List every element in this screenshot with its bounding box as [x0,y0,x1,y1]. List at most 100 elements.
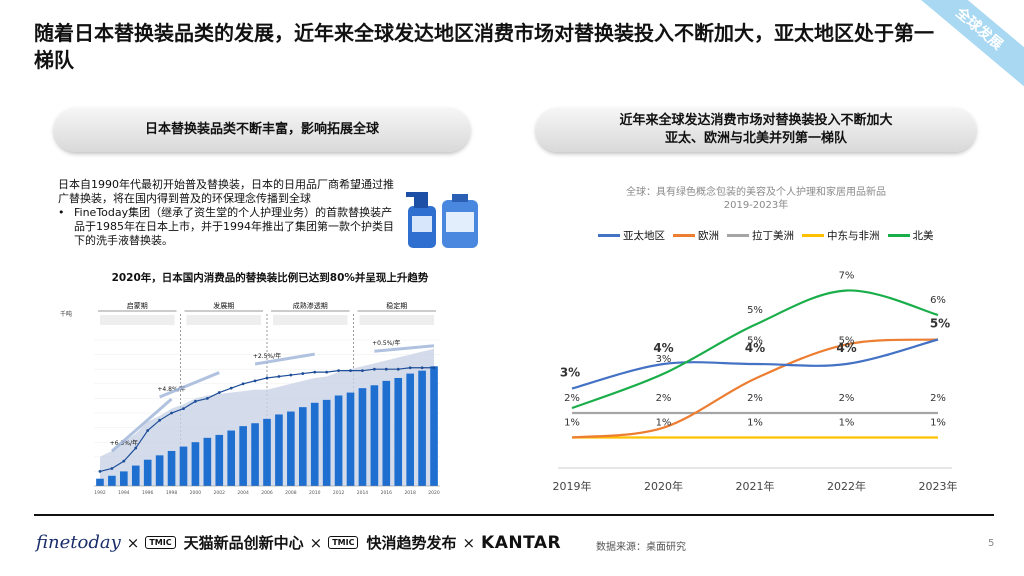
data-label: 2% [930,393,946,404]
data-label: 5% [930,317,950,331]
right-subtitle-line1: 全球：具有绿色概念包装的美容及个人护理和家居用品新品 [626,187,886,198]
data-label: 4% [836,341,856,355]
legend-item: 亚太地区 [598,228,665,243]
refill-ratio-point [122,459,126,463]
refill-bar [227,430,236,486]
refill-ratio-point [384,367,388,371]
data-label: 2% [656,393,672,404]
refill-bar [418,370,426,486]
legend-label: 中东与非洲 [827,230,880,242]
corner-tag: 全球发展 [914,0,1024,90]
left-x-tick-label: 2010 [309,490,321,496]
refill-ratio-point [349,369,352,373]
left-x-tick-label: 2002 [214,490,226,496]
footer-divider [34,514,994,516]
legend-label: 亚太地区 [623,230,665,242]
refill-ratio-point [229,386,233,390]
refill-bottles-image [406,192,478,248]
refill-bar [179,446,188,486]
data-label: 5% [747,336,763,347]
data-label: 4% [653,341,673,355]
growth-arrow [254,352,315,366]
data-label: 3% [656,354,672,365]
right-chart-subtitle: 全球：具有绿色概念包装的美容及个人护理和家居用品新品 2019-2023年 [556,186,956,212]
refill-bar [406,373,414,486]
phase-label: 启蒙期 [127,301,148,310]
right-x-tick-label: 2019年 [553,479,592,493]
right-chart-legend: 亚太地区 欧洲 拉丁美洲 中东与非洲 北美 [598,228,934,243]
left-x-tick-label: 2014 [357,490,369,496]
footer-logos: finetoday × TMIC 天猫新品创新中心 × TMIC 快消趋势发布 … [36,532,561,553]
refill-bar [191,442,200,486]
legend-swatch [727,234,749,237]
left-x-tick-label: 2018 [404,490,416,496]
refill-bar [334,395,343,486]
growth-arrow [110,397,173,453]
refill-ratio-point [337,369,340,373]
refill-ratio-point [408,366,412,370]
series-line [571,338,939,439]
refill-ratio-point [253,379,257,383]
refill-bar [275,414,283,486]
legend-swatch [598,234,620,237]
data-label: 2% [564,393,580,404]
data-source: 数据来源：桌面研究 [596,542,686,553]
times-sign: × [462,533,476,552]
left-x-tick-label: 2016 [381,490,393,496]
refill-bar [167,450,176,486]
right-x-tick-label: 2020年 [644,479,683,493]
data-label: 5% [747,305,763,316]
refill-ratio-point [134,446,138,450]
refill-bar [310,402,319,486]
left-x-tick-label: 1998 [166,490,178,496]
legend-swatch [802,234,824,237]
left-y-axis-label: 千吨 [60,310,72,318]
legend-label: 拉丁美洲 [752,230,794,242]
data-label: 5% [839,336,855,347]
data-label: 6% [930,295,946,306]
refill-ratio-point [432,366,436,370]
refill-ratio-point [277,375,281,378]
refill-bar [131,465,140,486]
left-x-tick-label: 2000 [190,490,202,496]
intro-paragraph: 日本自1990年代最初开始普及替换装，日本的日用品厂商希望通过推广替换装，将在国… [58,178,394,205]
left-x-tick-label: 2012 [333,490,345,496]
refill-ratio-point [182,407,185,411]
refill-bar [96,478,104,486]
left-x-tick-label: 2004 [237,490,249,496]
growth-arrow [374,344,435,353]
times-sign: × [126,533,140,552]
phase-description-box [100,315,175,325]
refill-bar [298,407,307,486]
tmic-badge-icon: TMIC [328,536,359,549]
refill-ratio-point [265,376,269,380]
refill-bar [251,423,259,486]
refill-ratio-point [289,373,293,377]
legend-label: 北美 [912,230,934,242]
legend-swatch [673,234,695,237]
intro-bullet-row: • FineToday集团（继承了资生堂的个人护理业务）的首款替换装产品于198… [58,206,398,248]
intro-bullet-text: FineToday集团（继承了资生堂的个人护理业务）的首款替换装产品于1985年… [74,206,394,247]
right-header-line2: 亚太、欧洲与北美并列第一梯队 [664,131,847,146]
left-section-header: 日本替换装品类不断丰富，影响拓展全球 [54,108,470,152]
refill-bar [120,471,128,486]
left-x-tick-label: 2006 [261,490,273,496]
refill-ratio-point [420,366,424,370]
phase-label: 稳定期 [386,301,407,310]
phase-description-box [186,315,261,325]
refill-bar [394,377,403,486]
right-section-header: 近年来全球发达消费市场对替换装投入不断加大 亚太、欧洲与北美并列第一梯队 [536,108,976,152]
right-x-tick-label: 2022年 [827,479,866,493]
data-label: 2% [747,393,763,404]
refill-bar [143,459,152,486]
times-sign: × [309,533,323,552]
page-title: 随着日本替换装品类的发展，近年来全球发达地区消费市场对替换装投入不断加大，亚太地… [34,21,934,72]
series-line [571,289,939,410]
refill-bar [263,418,271,486]
series-line [571,338,939,390]
refill-bar [215,434,224,486]
data-label: 1% [564,418,580,429]
tmic-innovation-logo: 天猫新品创新中心 [183,534,304,552]
refill-bar [382,380,391,486]
